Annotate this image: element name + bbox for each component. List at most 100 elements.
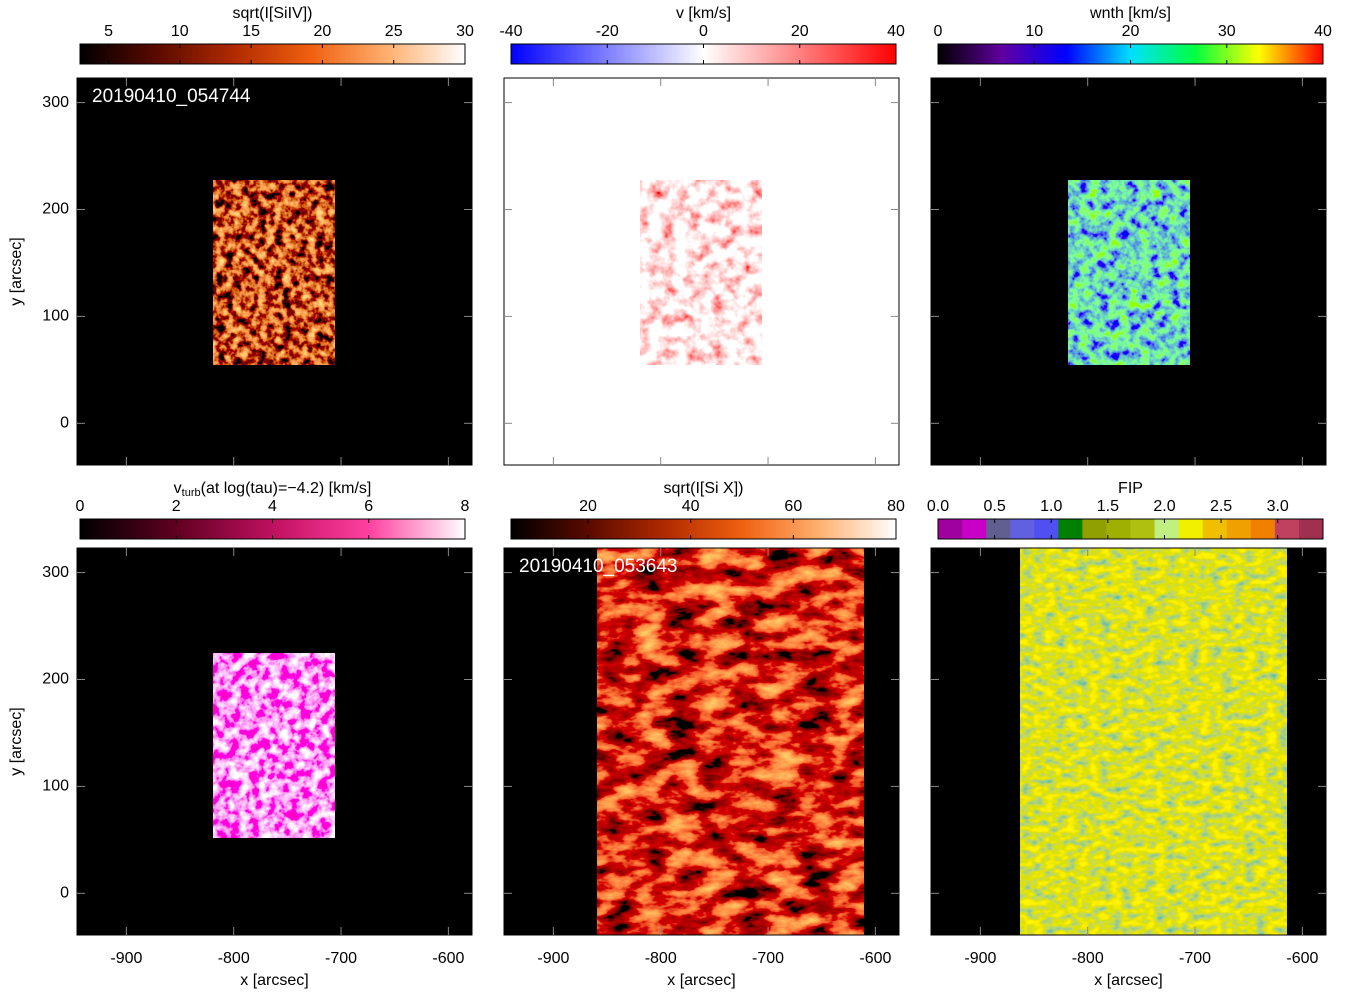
colorbar-swatch xyxy=(1250,519,1276,539)
colorbar-title-main: sqrt(I[Si X]) xyxy=(663,480,743,497)
image-data xyxy=(640,180,762,365)
y-axis-label: y [arcsec] xyxy=(8,707,25,775)
colorbar xyxy=(511,44,896,64)
colorbar-swatch xyxy=(1274,519,1300,539)
x-tick-label: -800 xyxy=(218,950,250,967)
colorbar-tick-label: 6 xyxy=(364,498,373,515)
colorbar-tick-label: 20 xyxy=(579,498,597,515)
colorbar-title: wnth [km/s] xyxy=(1089,5,1171,22)
colorbar-title-main: v xyxy=(174,480,182,497)
colorbar-tick-label: 0.0 xyxy=(927,498,949,515)
y-axis-label: y [arcsec] xyxy=(8,237,25,305)
colorbar-tick-label: -40 xyxy=(499,23,522,40)
plot-frame xyxy=(503,77,900,466)
x-tick-label: -700 xyxy=(1179,950,1211,967)
colorbar-tick-label: 20 xyxy=(314,23,332,40)
x-axis-label: x [arcsec] xyxy=(240,972,308,989)
image-data xyxy=(213,653,335,838)
timestamp: 20190410_053643 xyxy=(519,556,678,577)
colorbar-tick-label: 1.0 xyxy=(1040,498,1062,515)
colorbar-title-rest: (at log(tau)=−4.2) [km/s] xyxy=(201,480,372,497)
colorbar-title: vturb(at log(tau)=−4.2) [km/s] xyxy=(174,480,372,499)
colorbar-frame xyxy=(79,43,466,65)
colorbar xyxy=(938,44,1323,64)
colorbar-tick-label: 4 xyxy=(268,498,277,515)
x-tick-label: -600 xyxy=(432,950,464,967)
x-tick-label: -900 xyxy=(110,950,142,967)
colorbar xyxy=(80,44,465,64)
colorbar-title: sqrt(I[SiIV]) xyxy=(232,5,312,22)
colorbar-tick-label: -20 xyxy=(596,23,619,40)
colorbar-tick-label: 10 xyxy=(171,23,189,40)
colorbar-swatch xyxy=(1010,519,1035,539)
colorbar-title: FIP xyxy=(1118,480,1143,497)
colorbar-swatch xyxy=(1154,519,1180,539)
colorbar-swatch xyxy=(962,519,987,539)
x-tick-label: -600 xyxy=(859,950,891,967)
colorbar-title-main: sqrt(I[SiIV]) xyxy=(232,5,312,22)
x-axis-label: x [arcsec] xyxy=(667,972,735,989)
colorbar-tick-label: 30 xyxy=(1218,23,1236,40)
x-tick-label: -700 xyxy=(325,950,357,967)
colorbar-tick-label: 25 xyxy=(385,23,403,40)
colorbar-title-main: v [km/s] xyxy=(676,5,731,22)
colorbar-tick-label: 0 xyxy=(934,23,943,40)
colorbar-swatch xyxy=(1178,519,1204,539)
y-tick-label: 100 xyxy=(42,308,69,325)
colorbar-title: v [km/s] xyxy=(676,5,731,22)
colorbar-tick-label: 0 xyxy=(76,498,85,515)
colorbar xyxy=(80,519,465,539)
colorbar-tick-label: 10 xyxy=(1025,23,1043,40)
colorbar-swatch xyxy=(1034,519,1059,539)
colorbar-swatch xyxy=(1226,519,1252,539)
colorbar-swatch xyxy=(938,519,963,539)
y-tick-label: 300 xyxy=(42,564,69,581)
plot-frame xyxy=(503,547,900,936)
x-tick-label: -800 xyxy=(1072,950,1104,967)
colorbar-swatch xyxy=(1130,519,1156,539)
x-tick-label: -600 xyxy=(1286,950,1318,967)
colorbar-swatch xyxy=(1058,519,1083,539)
colorbar-tick-label: 5 xyxy=(104,23,113,40)
colorbar xyxy=(511,519,896,539)
colorbar-tick-label: 8 xyxy=(461,498,470,515)
x-tick-label: -800 xyxy=(645,950,677,967)
colorbar-tick-label: 40 xyxy=(682,498,700,515)
colorbar-swatch xyxy=(1202,519,1228,539)
colorbar-frame xyxy=(510,518,897,540)
colorbar-title: sqrt(I[Si X]) xyxy=(663,480,743,497)
y-tick-label: 100 xyxy=(42,778,69,795)
plot-frame xyxy=(76,547,473,936)
colorbar-tick-label: 0 xyxy=(699,23,708,40)
colorbar-tick-label: 20 xyxy=(1122,23,1140,40)
colorbar-tick-label: 20 xyxy=(791,23,809,40)
image-data xyxy=(1068,180,1190,365)
colorbar-swatch xyxy=(1298,519,1324,539)
y-tick-label: 0 xyxy=(60,415,69,432)
colorbar-title-main: FIP xyxy=(1118,480,1143,497)
plot-frame xyxy=(930,77,1327,466)
colorbar-title-sub: turb xyxy=(182,487,201,499)
x-tick-label: -900 xyxy=(964,950,996,967)
colorbar-title-main: wnth [km/s] xyxy=(1089,5,1171,22)
image-data xyxy=(213,180,335,365)
x-axis-label: x [arcsec] xyxy=(1094,972,1162,989)
colorbar-tick-label: 1.5 xyxy=(1097,498,1119,515)
plot-frame xyxy=(76,77,473,466)
colorbar-tick-label: 30 xyxy=(456,23,474,40)
plot-frame xyxy=(930,547,1327,936)
colorbar-tick-label: 40 xyxy=(1314,23,1332,40)
x-tick-label: -900 xyxy=(537,950,569,967)
colorbar-swatch xyxy=(1106,519,1131,539)
colorbar-tick-label: 0.5 xyxy=(983,498,1005,515)
colorbar-tick-label: 2.5 xyxy=(1210,498,1232,515)
colorbar-tick-label: 40 xyxy=(887,23,905,40)
y-tick-label: 200 xyxy=(42,671,69,688)
image-data xyxy=(1020,548,1287,935)
timestamp: 20190410_054744 xyxy=(92,86,251,107)
colorbar-tick-label: 15 xyxy=(242,23,260,40)
y-tick-label: 0 xyxy=(60,885,69,902)
colorbar-tick-label: 80 xyxy=(887,498,905,515)
colorbar-tick-label: 2 xyxy=(172,498,181,515)
